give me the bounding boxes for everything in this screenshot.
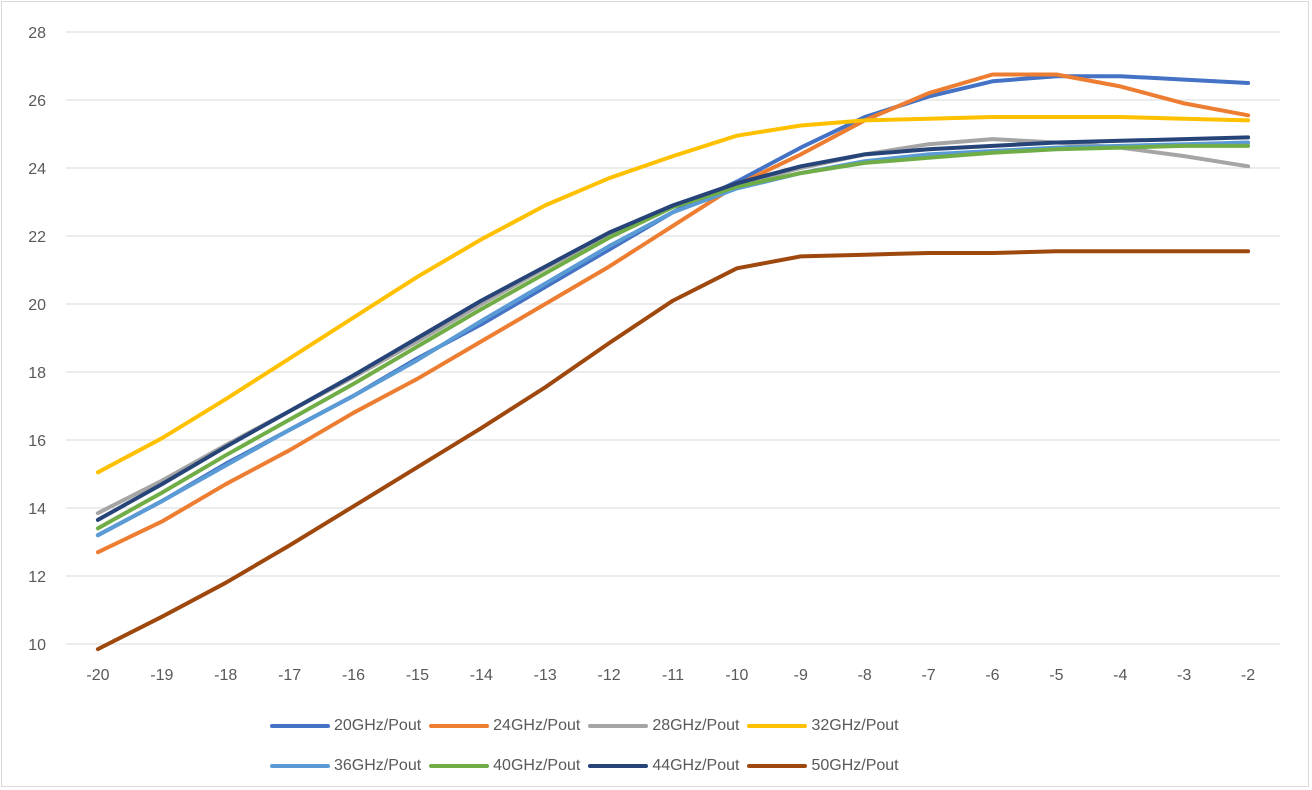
legend-swatch [429,724,490,728]
legend-item-44ghz: 44GHz/Pout [588,757,739,775]
y-tick-label: 16 [28,433,46,450]
legend-label: 50GHz/Pout [811,757,899,774]
legend-label: 40GHz/Pout [493,757,581,774]
legend-item-50ghz: 50GHz/Pout [747,757,899,775]
series-lines [95,72,1251,652]
x-tick-label: -5 [1049,667,1063,684]
y-tick-label: 28 [28,25,46,42]
legend-swatch [588,724,649,728]
legend-label: 20GHz/Pout [334,717,422,734]
y-tick-label: 22 [28,229,46,246]
x-tick-label: -3 [1177,667,1191,684]
x-tick-label: -19 [150,667,173,684]
legend-label: 28GHz/Pout [652,717,740,734]
legend-row-2: 36GHz/Pout 40GHz/Pout 44GHz/Pout 50GHz/P… [270,746,1070,786]
gridlines [66,31,1280,645]
y-tick-label: 24 [28,161,46,178]
x-tick-label: -16 [342,667,365,684]
y-tick-label: 10 [28,637,46,654]
x-tick-label: -6 [985,667,999,684]
legend-swatch [747,764,808,768]
legend-label: 32GHz/Pout [811,717,899,734]
legend-swatch [429,764,490,768]
x-tick-label: -11 [662,667,684,684]
legend-item-28ghz: 28GHz/Pout [588,717,739,735]
series-line-24ghz-pout [95,72,1251,555]
series-line-28ghz-pout [95,137,1251,516]
series-line-36ghz-pout [95,140,1251,538]
x-tick-label: -17 [278,667,301,684]
y-tick-label: 26 [28,93,46,110]
x-tick-label: -9 [794,667,808,684]
legend-item-20ghz: 20GHz/Pout [270,717,421,735]
x-axis-ticks: -20 -19 -18 -17 -16 -15 -14 -13 -12 -11 -10 -9 -8 -7 -… [86,667,1255,684]
x-tick-label: -7 [921,667,935,684]
legend-item-36ghz: 36GHz/Pout [270,757,421,775]
y-tick-label: 18 [28,365,46,382]
series-line-44ghz-pout [95,135,1251,522]
series-line-40ghz-pout [95,143,1251,531]
legend-swatch [270,764,330,768]
x-tick-label: -10 [725,667,748,684]
series-line-32ghz-pout [95,115,1251,475]
legend-row-1: 20GHz/Pout 24GHz/Pout 28GHz/Pout 32GHz/P… [270,706,1070,746]
legend-item-32ghz: 32GHz/Pout [747,717,899,735]
x-tick-label: -13 [534,667,557,684]
x-tick-label: -4 [1113,667,1127,684]
y-tick-label: 12 [28,569,46,586]
legend-label: 24GHz/Pout [493,717,581,734]
x-tick-label: -15 [406,667,429,684]
legend-swatch [270,724,330,728]
series-line-50ghz-pout [95,249,1251,652]
legend-label: 36GHz/Pout [334,757,422,774]
x-tick-label: -2 [1241,667,1255,684]
legend: 20GHz/Pout 24GHz/Pout 28GHz/Pout 32GHz/P… [270,706,1070,786]
x-tick-label: -8 [858,667,872,684]
legend-swatch [747,724,808,728]
legend-item-24ghz: 24GHz/Pout [429,717,580,735]
x-tick-label: -18 [214,667,237,684]
x-tick-label: -14 [470,667,493,684]
legend-label: 44GHz/Pout [652,757,740,774]
y-tick-label: 20 [28,297,46,314]
y-tick-label: 14 [28,501,46,518]
legend-item-40ghz: 40GHz/Pout [429,757,580,775]
legend-swatch [588,764,649,768]
x-tick-label: -12 [598,667,621,684]
x-tick-label: -20 [86,667,109,684]
y-axis-ticks: 10 12 14 16 18 20 22 24 26 28 [28,25,46,654]
